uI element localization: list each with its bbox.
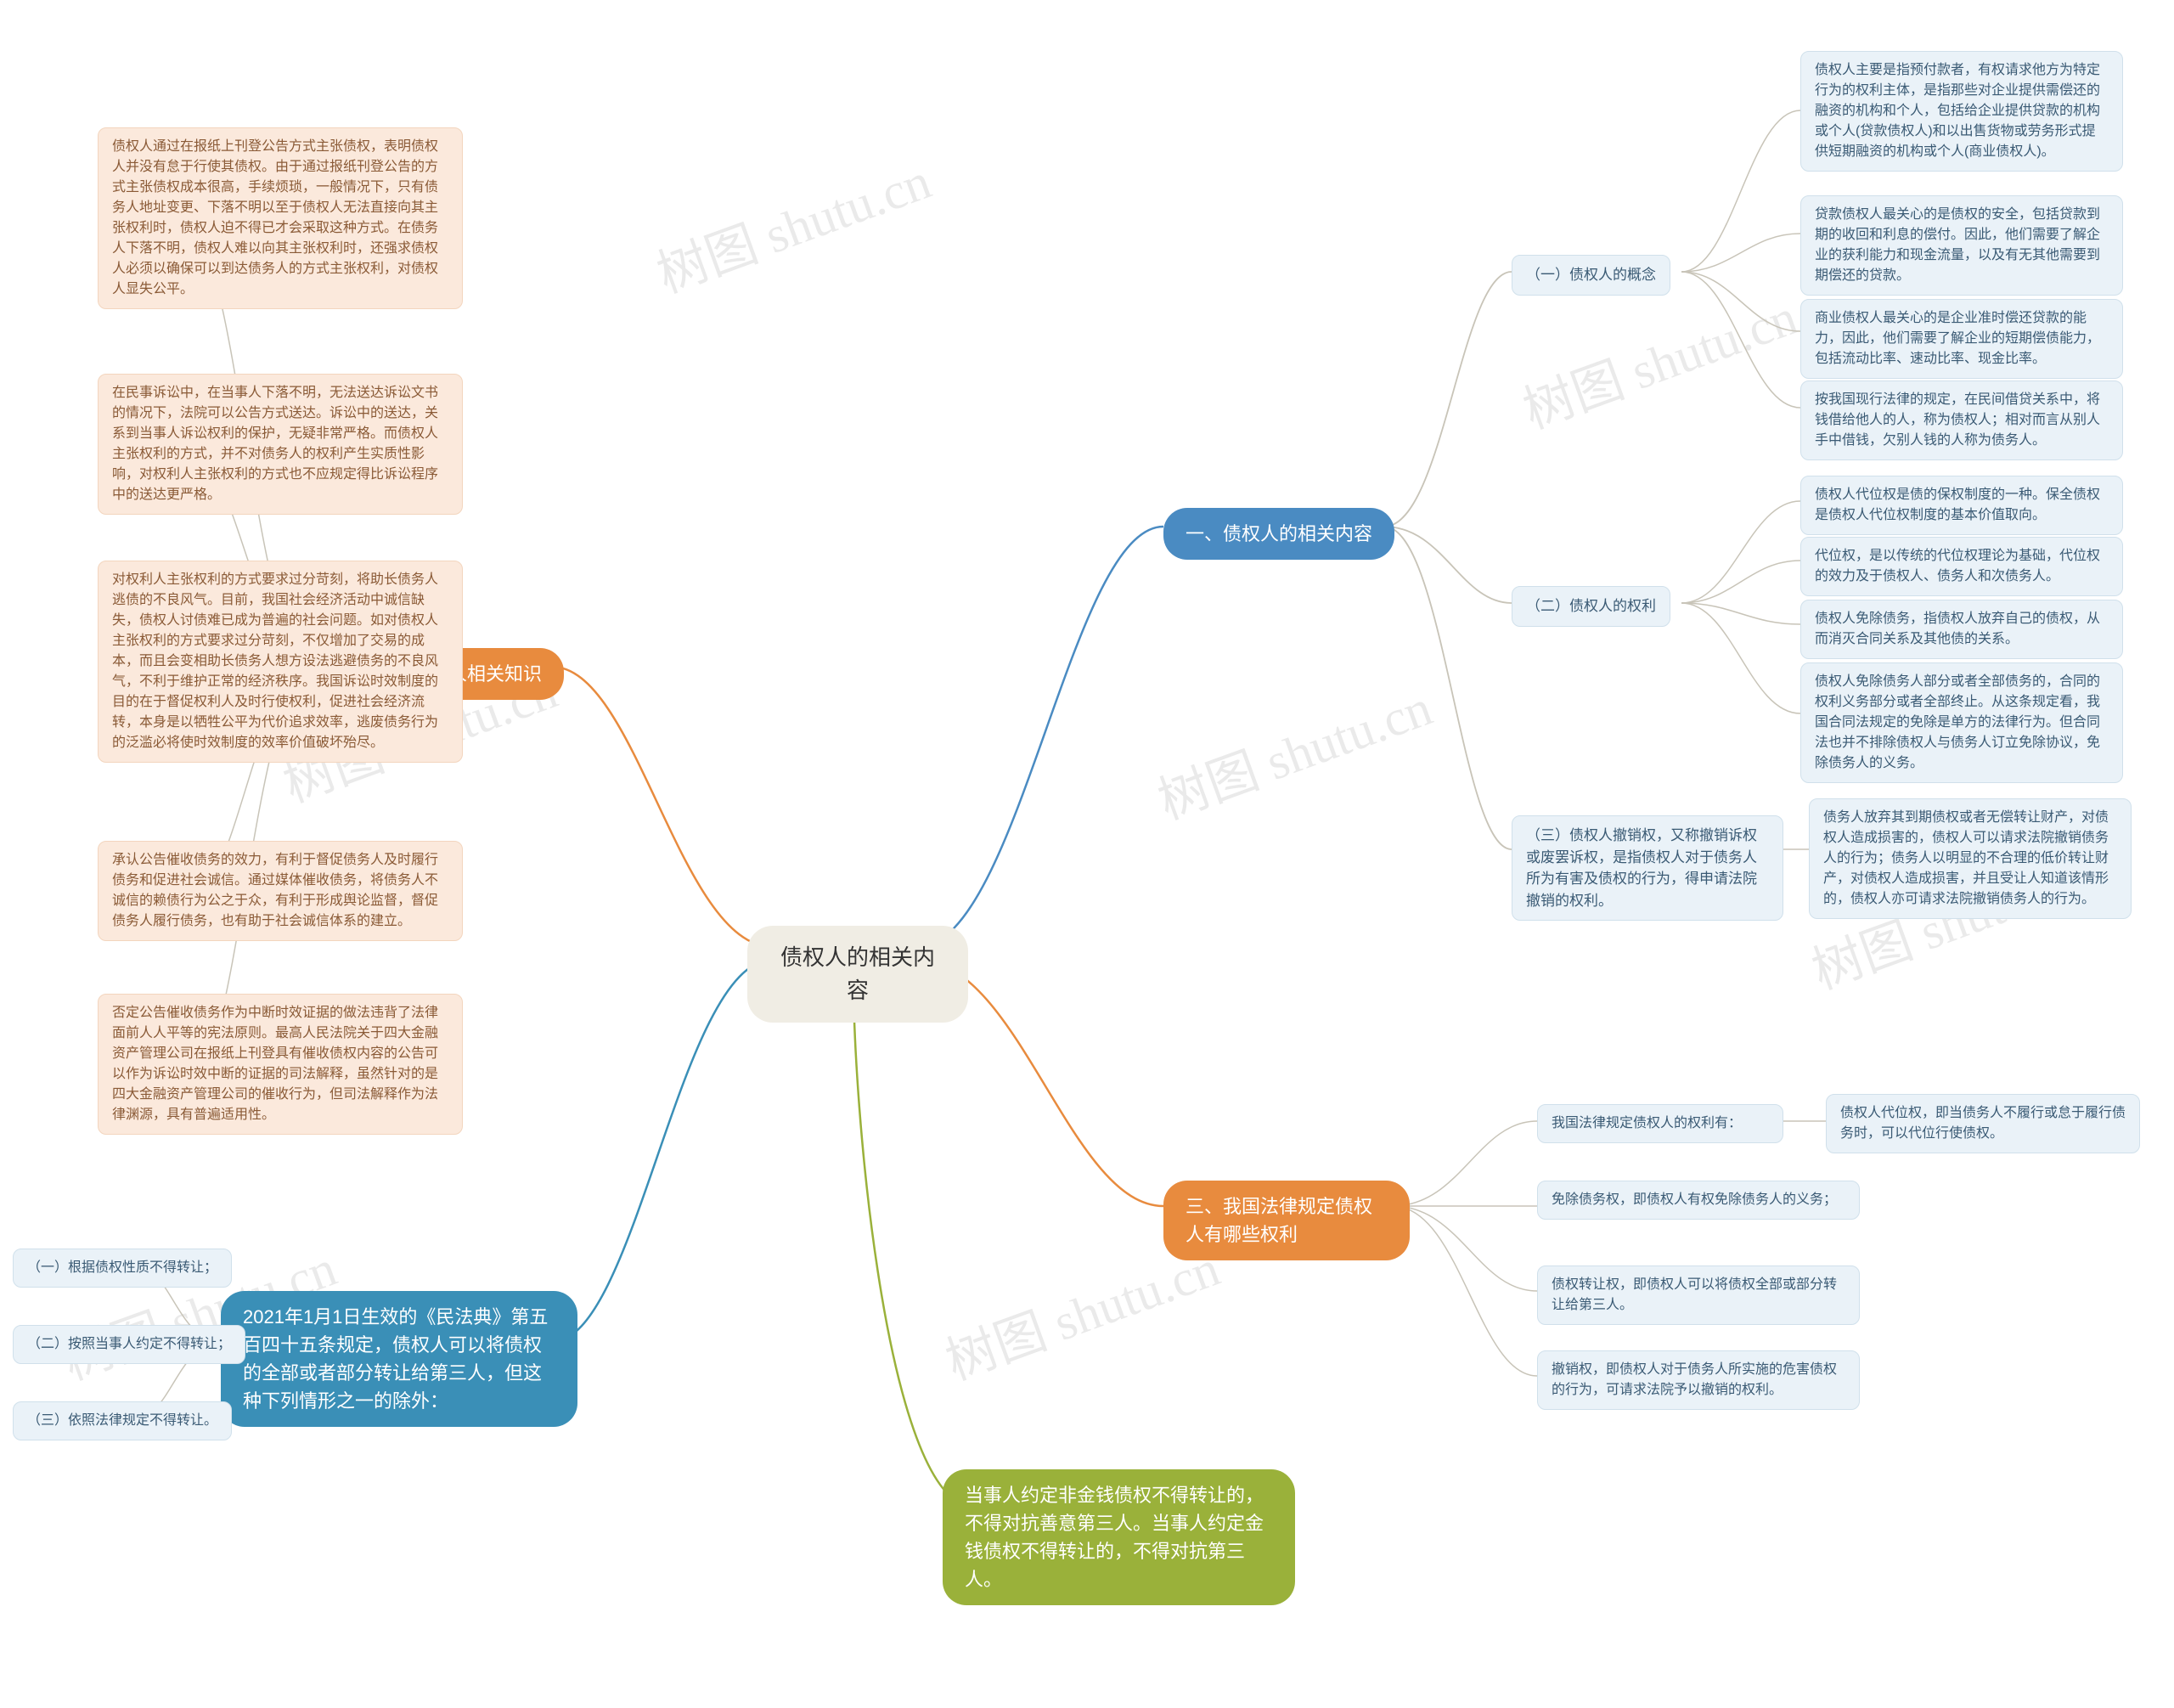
branch-1-sub-3[interactable]: （三）债权人撤销权，又称撤销诉权或废罢诉权，是指债权人对于债务人所为有害及债权的…	[1512, 815, 1783, 921]
branch-1-sub-1-leaf-2: 贷款债权人最关心的是债权的安全，包括贷款到期的收回和利息的偿付。因此，他们需要了…	[1800, 195, 2123, 296]
branch-1-sub-2-leaf-1: 债权人代位权是债的保权制度的一种。保全债权是债权人代位权制度的基本价值取向。	[1800, 476, 2123, 535]
branch-2-leaf-3: 对权利人主张权利的方式要求过分苛刻，将助长债务人逃债的不良风气。目前，我国社会经…	[98, 561, 463, 763]
branch-2-leaf-5: 否定公告催收债务作为中断时效证据的做法违背了法律面前人人平等的宪法原则。最高人民…	[98, 994, 463, 1135]
branch-4[interactable]: 当事人约定非金钱债权不得转让的，不得对抗善意第三人。当事人约定金钱债权不得转让的…	[943, 1469, 1295, 1605]
branch-3-leaf-0: 我国法律规定债权人的权利有：	[1537, 1104, 1783, 1143]
branch-1[interactable]: 一、债权人的相关内容	[1163, 508, 1394, 560]
branch-5-leaf-1: （一）根据债权性质不得转让；	[13, 1249, 232, 1288]
branch-5-leaf-3: （三）依照法律规定不得转让。	[13, 1401, 232, 1440]
branch-3-leaf-2: 债权转让权，即债权人可以将债权全部或部分转让给第三人。	[1537, 1265, 1860, 1325]
center-topic[interactable]: 债权人的相关内容	[747, 926, 968, 1023]
watermark: 树图 shutu.cn	[1146, 667, 1440, 834]
branch-5-leaf-2: （二）按照当事人约定不得转让；	[13, 1325, 245, 1364]
branch-1-sub-2-leaf-2: 代位权，是以传统的代位权理论为基础，代位权的效力及于债权人、债务人和次债务人。	[1800, 537, 2123, 596]
branch-2-leaf-1: 债权人通过在报纸上刊登公告方式主张债权，表明债权人并没有怠于行使其债权。由于通过…	[98, 127, 463, 309]
branch-1-sub-2[interactable]: （二）债权人的权利	[1512, 586, 1670, 627]
branch-1-sub-1[interactable]: （一）债权人的概念	[1512, 255, 1670, 296]
branch-3-leaf-3: 撤销权，即债权人对于债务人所实施的危害债权的行为，可请求法院予以撤销的权利。	[1537, 1350, 1860, 1410]
branch-5[interactable]: 2021年1月1日生效的《民法典》第五百四十五条规定，债权人可以将债权的全部或者…	[221, 1291, 577, 1427]
branch-3-leaf-0-sub: 债权人代位权，即当债务人不履行或怠于履行债务时，可以代位行使债权。	[1826, 1094, 2140, 1153]
watermark: 树图 shutu.cn	[645, 140, 939, 307]
branch-1-sub-1-leaf-3: 商业债权人最关心的是企业准时偿还贷款的能力，因此，他们需要了解企业的短期偿债能力…	[1800, 299, 2123, 379]
branch-2-leaf-2: 在民事诉讼中，在当事人下落不明，无法送达诉讼文书的情况下，法院可以公告方式送达。…	[98, 374, 463, 515]
branch-3[interactable]: 三、我国法律规定债权人有哪些权利	[1163, 1181, 1410, 1260]
branch-3-leaf-1: 免除债务权，即债权人有权免除债务人的义务；	[1537, 1181, 1860, 1220]
branch-1-sub-1-leaf-4: 按我国现行法律的规定，在民间借贷关系中，将钱借给他人的人，称为债权人；相对而言从…	[1800, 380, 2123, 460]
branch-1-sub-2-leaf-4: 债权人免除债务人部分或者全部债务的，合同的权利义务部分或者全部终止。从这条规定看…	[1800, 662, 2123, 783]
branch-1-sub-2-leaf-3: 债权人免除债务，指债权人放弃自己的债权，从而消灭合同关系及其他债的关系。	[1800, 600, 2123, 659]
branch-1-sub-1-leaf-1: 债权人主要是指预付款者，有权请求他方为特定行为的权利主体，是指那些对企业提供需偿…	[1800, 51, 2123, 172]
branch-1-sub-3-leaf-1: 债务人放弃其到期债权或者无偿转让财产，对债权人造成损害的，债权人可以请求法院撤销…	[1809, 798, 2132, 919]
branch-2-leaf-4: 承认公告催收债务的效力，有利于督促债务人及时履行债务和促进社会诚信。通过媒体催收…	[98, 841, 463, 941]
watermark: 树图 shutu.cn	[1512, 276, 1805, 443]
